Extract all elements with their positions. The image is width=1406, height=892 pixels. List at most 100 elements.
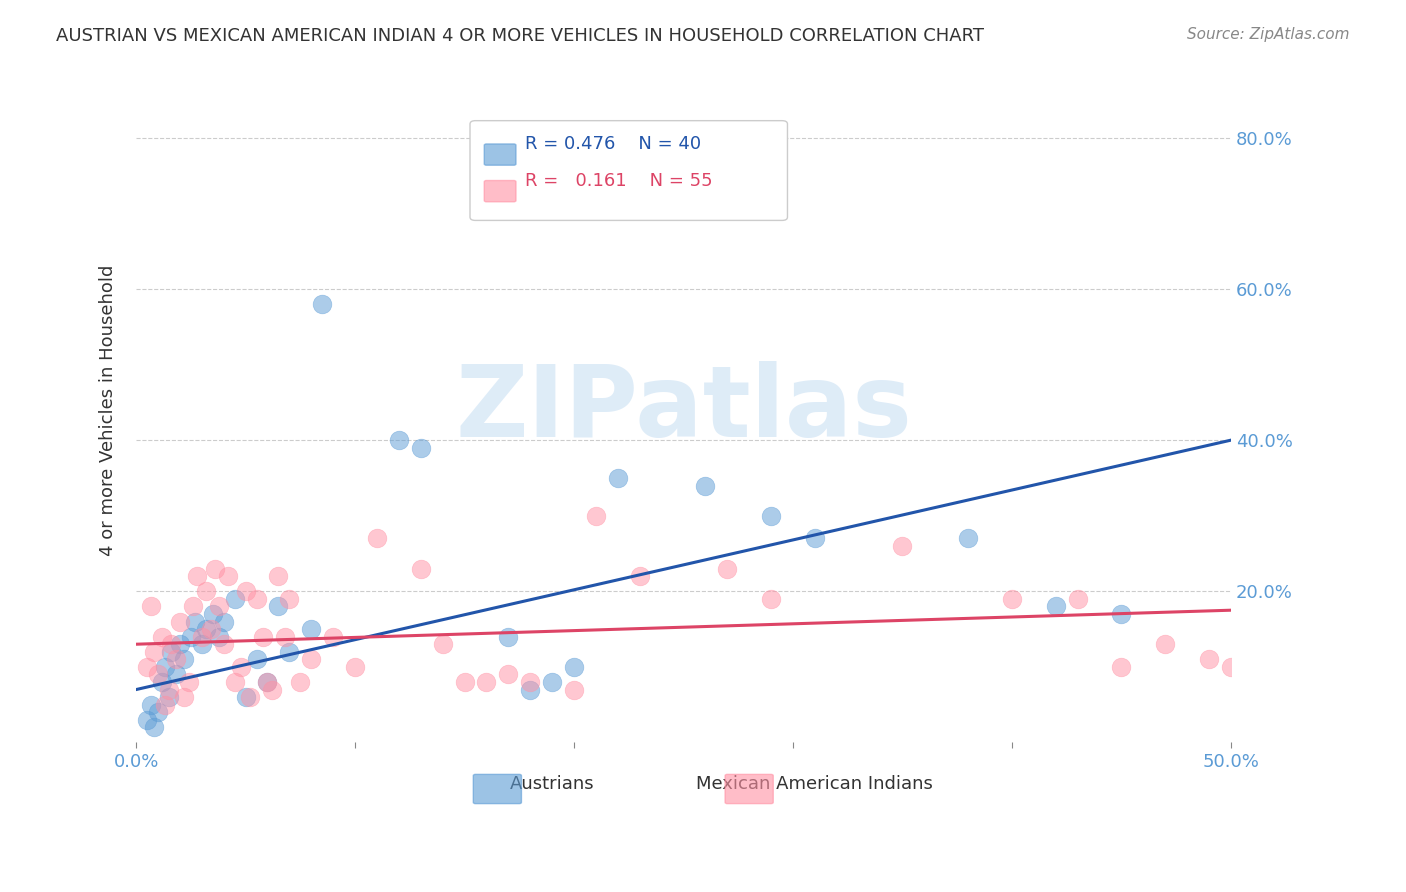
- Point: [695, 478, 717, 492]
- Point: [759, 508, 782, 523]
- Point: [475, 675, 498, 690]
- Point: [150, 675, 173, 690]
- Point: [957, 532, 980, 546]
- Point: [177, 675, 200, 690]
- Point: [160, 645, 183, 659]
- Point: [231, 660, 253, 674]
- Text: R =   0.161    N = 55: R = 0.161 N = 55: [524, 171, 713, 189]
- Point: [181, 599, 204, 614]
- Point: [191, 637, 214, 651]
- Point: [1111, 660, 1133, 674]
- Point: [146, 705, 169, 719]
- FancyBboxPatch shape: [484, 180, 516, 202]
- Point: [278, 645, 301, 659]
- Point: [165, 667, 187, 681]
- Point: [1001, 591, 1024, 606]
- Point: [759, 591, 782, 606]
- Point: [267, 569, 290, 583]
- Point: [169, 615, 191, 629]
- Point: [235, 690, 257, 705]
- Point: [585, 508, 607, 523]
- Point: [519, 682, 541, 697]
- Text: Austrians: Austrians: [510, 775, 595, 793]
- Y-axis label: 4 or more Vehicles in Household: 4 or more Vehicles in Household: [100, 264, 117, 556]
- Point: [541, 675, 564, 690]
- Text: ZIPatlas: ZIPatlas: [456, 361, 912, 458]
- Point: [252, 630, 274, 644]
- Text: Source: ZipAtlas.com: Source: ZipAtlas.com: [1187, 27, 1350, 42]
- Point: [891, 539, 914, 553]
- Point: [212, 615, 235, 629]
- Point: [208, 630, 231, 644]
- Point: [184, 615, 207, 629]
- Point: [409, 441, 432, 455]
- Point: [160, 637, 183, 651]
- Point: [208, 599, 231, 614]
- Point: [173, 652, 195, 666]
- Point: [453, 675, 475, 690]
- Point: [519, 675, 541, 690]
- Point: [191, 630, 214, 644]
- Point: [290, 675, 312, 690]
- Point: [299, 652, 322, 666]
- FancyBboxPatch shape: [474, 774, 522, 804]
- Point: [562, 660, 585, 674]
- Point: [322, 630, 344, 644]
- Point: [344, 660, 367, 674]
- Point: [201, 607, 224, 621]
- Point: [153, 660, 176, 674]
- Point: [804, 532, 827, 546]
- Point: [136, 660, 159, 674]
- Point: [256, 675, 278, 690]
- FancyBboxPatch shape: [484, 144, 516, 165]
- Point: [224, 591, 246, 606]
- Point: [1066, 591, 1088, 606]
- Point: [498, 630, 520, 644]
- Point: [212, 637, 235, 651]
- Point: [141, 599, 163, 614]
- Point: [1111, 607, 1133, 621]
- Point: [562, 682, 585, 697]
- Point: [153, 698, 176, 712]
- Point: [366, 532, 388, 546]
- Point: [157, 682, 180, 697]
- Point: [267, 599, 290, 614]
- Point: [1045, 599, 1067, 614]
- Point: [245, 591, 267, 606]
- Point: [498, 667, 520, 681]
- Point: [141, 698, 163, 712]
- Point: [716, 561, 738, 575]
- Point: [1198, 652, 1220, 666]
- Point: [260, 682, 283, 697]
- Text: AUSTRIAN VS MEXICAN AMERICAN INDIAN 4 OR MORE VEHICLES IN HOUSEHOLD CORRELATION : AUSTRIAN VS MEXICAN AMERICAN INDIAN 4 OR…: [56, 27, 984, 45]
- Point: [195, 622, 218, 636]
- FancyBboxPatch shape: [725, 774, 773, 804]
- Point: [432, 637, 454, 651]
- Text: R = 0.476    N = 40: R = 0.476 N = 40: [524, 135, 700, 153]
- Point: [146, 667, 169, 681]
- Point: [217, 569, 239, 583]
- Point: [180, 630, 202, 644]
- Point: [299, 622, 322, 636]
- Point: [186, 569, 208, 583]
- Point: [173, 690, 195, 705]
- Point: [278, 591, 301, 606]
- Point: [200, 622, 222, 636]
- Point: [142, 720, 165, 734]
- Point: [224, 675, 246, 690]
- Point: [606, 471, 628, 485]
- Point: [1219, 660, 1241, 674]
- Point: [150, 630, 173, 644]
- Point: [239, 690, 262, 705]
- Point: [142, 645, 165, 659]
- Point: [235, 584, 257, 599]
- Point: [628, 569, 651, 583]
- Point: [245, 652, 267, 666]
- Point: [169, 637, 191, 651]
- Point: [157, 690, 180, 705]
- Point: [195, 584, 218, 599]
- Text: Mexican American Indians: Mexican American Indians: [696, 775, 934, 793]
- FancyBboxPatch shape: [470, 120, 787, 220]
- Point: [165, 652, 187, 666]
- Point: [274, 630, 297, 644]
